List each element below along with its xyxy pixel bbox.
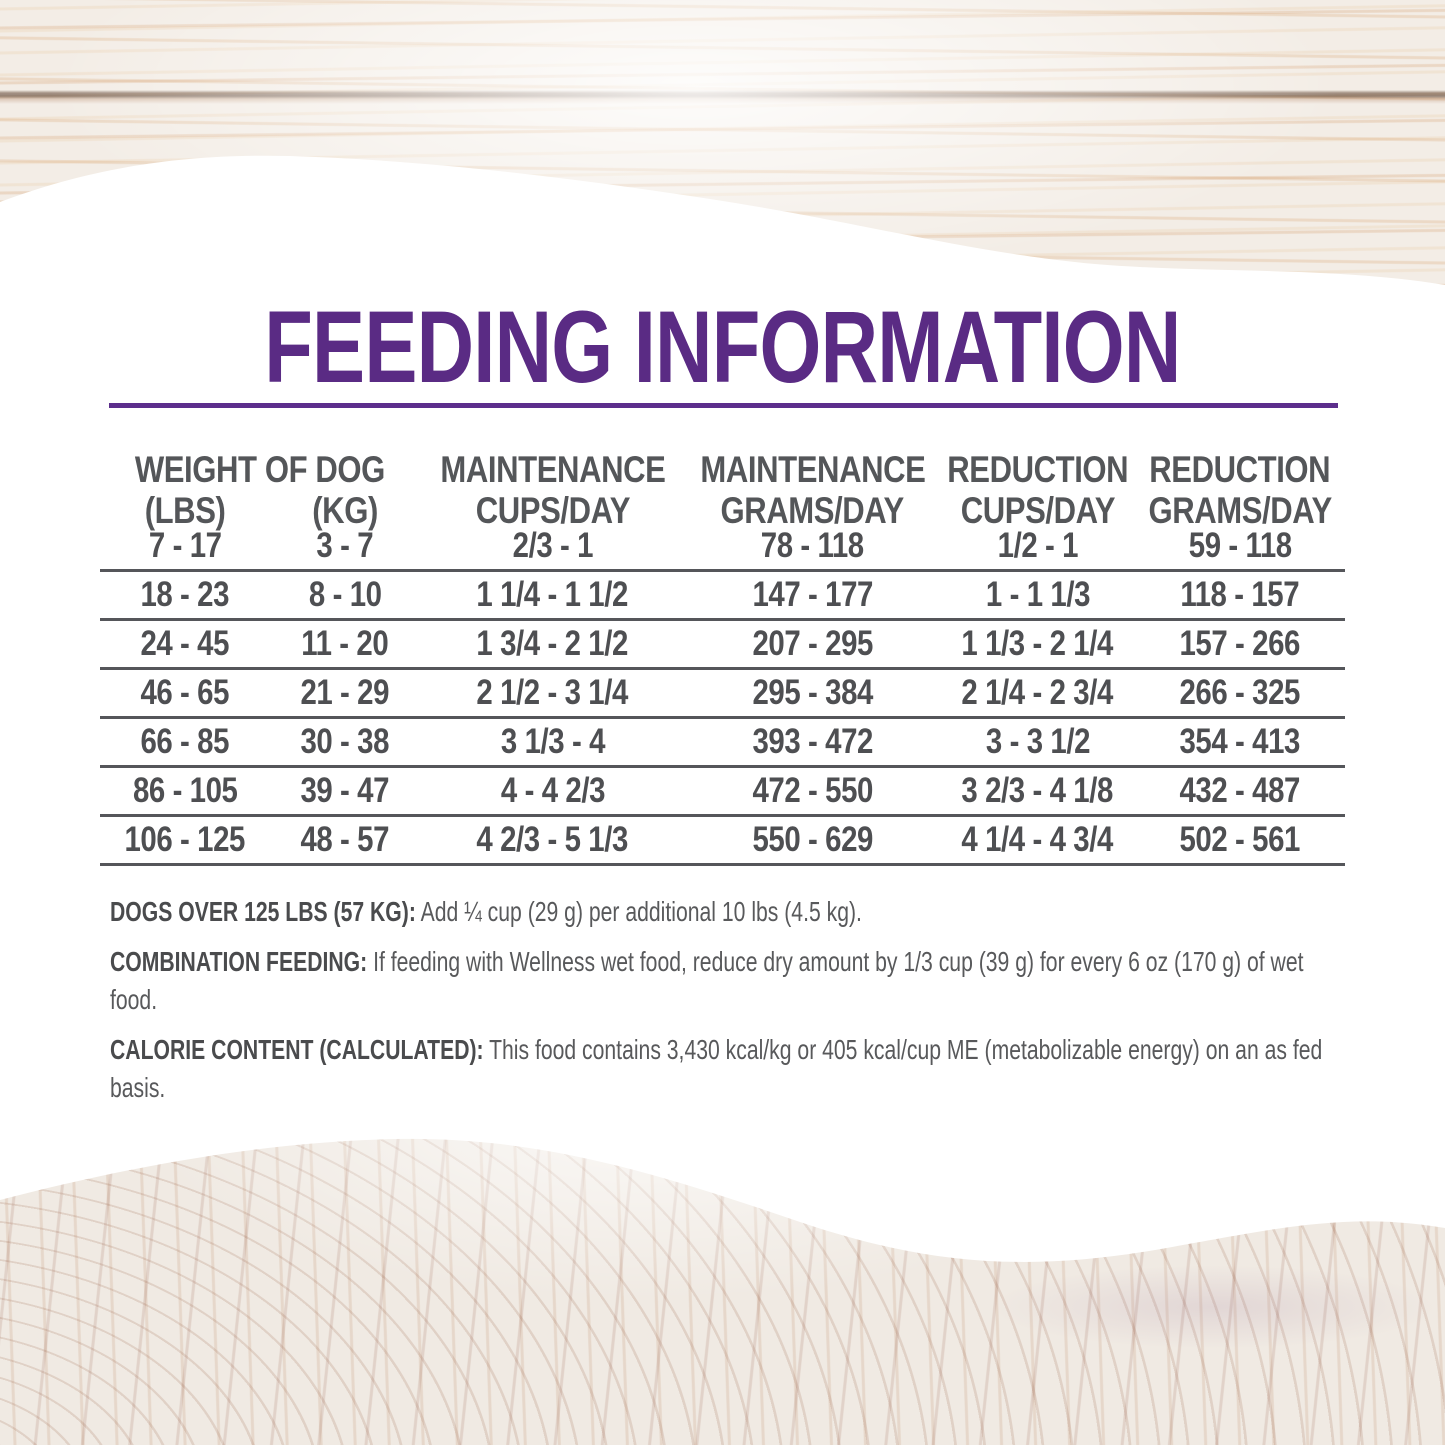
note-dogs-over-125-lbs: DOGS OVER 125 LBS (57 KG): Add ¼ cup (29… — [110, 893, 1350, 931]
table-cell-reduction-cups: 2 1/4 - 2 3/4 — [961, 673, 1114, 712]
table-cell-reduction-grams: 157 - 266 — [1179, 624, 1301, 663]
table-cell-weight-kg: 39 - 47 — [300, 771, 390, 810]
table-cell-reduction-cups: 3 2/3 - 4 1/8 — [961, 771, 1114, 810]
table-cell-maintenance-cups: 4 - 4 2/3 — [500, 771, 605, 810]
note-label: DOGS OVER 125 LBS (57 KG): — [110, 896, 416, 927]
col-header-maintenance-grams: MAINTENANCE — [699, 449, 926, 490]
page-title-text: FEEDING INFORMATION — [264, 290, 1181, 404]
note-calorie-content: CALORIE CONTENT (CALCULATED): This food … — [110, 1031, 1350, 1107]
note-text: Add ¼ cup (29 g) per additional 10 lbs (… — [420, 896, 862, 927]
table-cell-maintenance-grams: 295 - 384 — [752, 673, 873, 712]
note-label: CALORIE CONTENT (CALCULATED): — [110, 1034, 484, 1065]
footnotes: DOGS OVER 125 LBS (57 KG): Add ¼ cup (29… — [110, 893, 1350, 1119]
col-header-reduction-cups: REDUCTION — [947, 449, 1128, 490]
table-row: 18 - 23 8 - 10 1 1/4 - 1 1/2 147 - 177 1… — [100, 572, 1345, 621]
table-row: 24 - 45 11 - 20 1 3/4 - 2 1/2 207 - 295 … — [100, 621, 1345, 670]
table-cell-weight-lbs: 86 - 105 — [132, 771, 238, 810]
white-wave-path — [0, 155, 1445, 1262]
note-label: COMBINATION FEEDING: — [110, 946, 368, 977]
table-cell-maintenance-cups: 4 2/3 - 5 1/3 — [476, 820, 629, 859]
feeding-table-body: 7 - 17 3 - 7 2/3 - 1 78 - 118 1/2 - 1 59… — [100, 523, 1345, 866]
table-cell-reduction-cups: 3 - 3 1/2 — [985, 722, 1090, 761]
col-subheader-reduction-cups-day: CUPS/DAY — [960, 490, 1115, 531]
table-cell-maintenance-grams: 207 - 295 — [752, 624, 873, 663]
table-cell-weight-kg: 3 - 7 — [316, 526, 374, 565]
col-header-weight-of-dog: WEIGHT OF DOG — [134, 449, 386, 490]
col-subheader-lbs: (LBS) — [144, 490, 226, 531]
table-cell-maintenance-grams: 147 - 177 — [752, 575, 873, 614]
table-row: 66 - 85 30 - 38 3 1/3 - 4 393 - 472 3 - … — [100, 719, 1345, 768]
col-subheader-maintenance-grams-day: GRAMS/DAY — [720, 490, 905, 531]
table-cell-maintenance-grams: 550 - 629 — [752, 820, 873, 859]
table-cell-maintenance-grams: 472 - 550 — [752, 771, 873, 810]
table-cell-weight-lbs: 66 - 85 — [140, 722, 230, 761]
table-cell-weight-lbs: 106 - 125 — [124, 820, 246, 859]
note-combination-feeding: COMBINATION FEEDING: If feeding with Wel… — [110, 943, 1350, 1019]
note-text: If feeding with Wellness wet food, reduc… — [110, 946, 1304, 1015]
table-row: 106 - 125 48 - 57 4 2/3 - 5 1/3 550 - 62… — [100, 817, 1345, 866]
table-cell-reduction-grams: 59 - 118 — [1188, 526, 1292, 565]
page-title: FEEDING INFORMATION — [0, 290, 1445, 404]
table-header-row-2: (LBS) (KG) CUPS/DAY GRAMS/DAY CUPS/DAY G… — [100, 490, 1345, 531]
title-underline — [109, 403, 1338, 408]
table-cell-reduction-cups: 1 1/3 - 2 1/4 — [961, 624, 1114, 663]
table-cell-weight-kg: 8 - 10 — [308, 575, 382, 614]
table-cell-weight-lbs: 18 - 23 — [140, 575, 230, 614]
table-cell-reduction-grams: 354 - 413 — [1179, 722, 1301, 761]
table-cell-maintenance-grams: 393 - 472 — [752, 722, 873, 761]
table-row: 86 - 105 39 - 47 4 - 4 2/3 472 - 550 3 2… — [100, 768, 1345, 817]
table-cell-maintenance-cups: 1 3/4 - 2 1/2 — [476, 624, 629, 663]
table-cell-maintenance-cups: 3 1/3 - 4 — [500, 722, 605, 761]
table-header: WEIGHT OF DOG MAINTENANCE MAINTENANCE RE… — [100, 449, 1345, 531]
table-cell-weight-kg: 30 - 38 — [300, 722, 390, 761]
col-header-reduction-grams: REDUCTION — [1149, 449, 1331, 490]
table-cell-weight-lbs: 24 - 45 — [140, 624, 230, 663]
table-cell-maintenance-cups: 2 1/2 - 3 1/4 — [476, 673, 629, 712]
table-cell-reduction-grams: 432 - 487 — [1179, 771, 1301, 810]
table-cell-weight-lbs: 7 - 17 — [148, 526, 222, 565]
table-cell-reduction-grams: 502 - 561 — [1179, 820, 1301, 859]
table-cell-weight-kg: 48 - 57 — [300, 820, 390, 859]
col-subheader-maintenance-cups-day: CUPS/DAY — [475, 490, 630, 531]
table-row: 7 - 17 3 - 7 2/3 - 1 78 - 118 1/2 - 1 59… — [100, 523, 1345, 572]
table-cell-maintenance-cups: 1 1/4 - 1 1/2 — [476, 575, 629, 614]
table-row: 46 - 65 21 - 29 2 1/2 - 3 1/4 295 - 384 … — [100, 670, 1345, 719]
table-cell-maintenance-grams: 78 - 118 — [761, 526, 864, 565]
col-subheader-reduction-grams-day: GRAMS/DAY — [1148, 490, 1332, 531]
table-cell-weight-lbs: 46 - 65 — [140, 673, 230, 712]
table-cell-weight-kg: 11 - 20 — [301, 624, 389, 663]
table-cell-reduction-grams: 118 - 157 — [1180, 575, 1300, 614]
table-cell-weight-kg: 21 - 29 — [300, 673, 390, 712]
table-cell-reduction-cups: 1/2 - 1 — [997, 526, 1078, 565]
table-cell-reduction-grams: 266 - 325 — [1179, 673, 1301, 712]
col-subheader-kg: (KG) — [312, 490, 378, 531]
table-header-row-1: WEIGHT OF DOG MAINTENANCE MAINTENANCE RE… — [100, 449, 1345, 490]
col-header-maintenance-cups: MAINTENANCE — [439, 449, 666, 490]
table-cell-reduction-cups: 1 - 1 1/3 — [985, 575, 1090, 614]
note-text: This food contains 3,430 kcal/kg or 405 … — [110, 1034, 1323, 1103]
table-cell-maintenance-cups: 2/3 - 1 — [512, 526, 593, 565]
table-cell-reduction-cups: 4 1/4 - 4 3/4 — [961, 820, 1114, 859]
